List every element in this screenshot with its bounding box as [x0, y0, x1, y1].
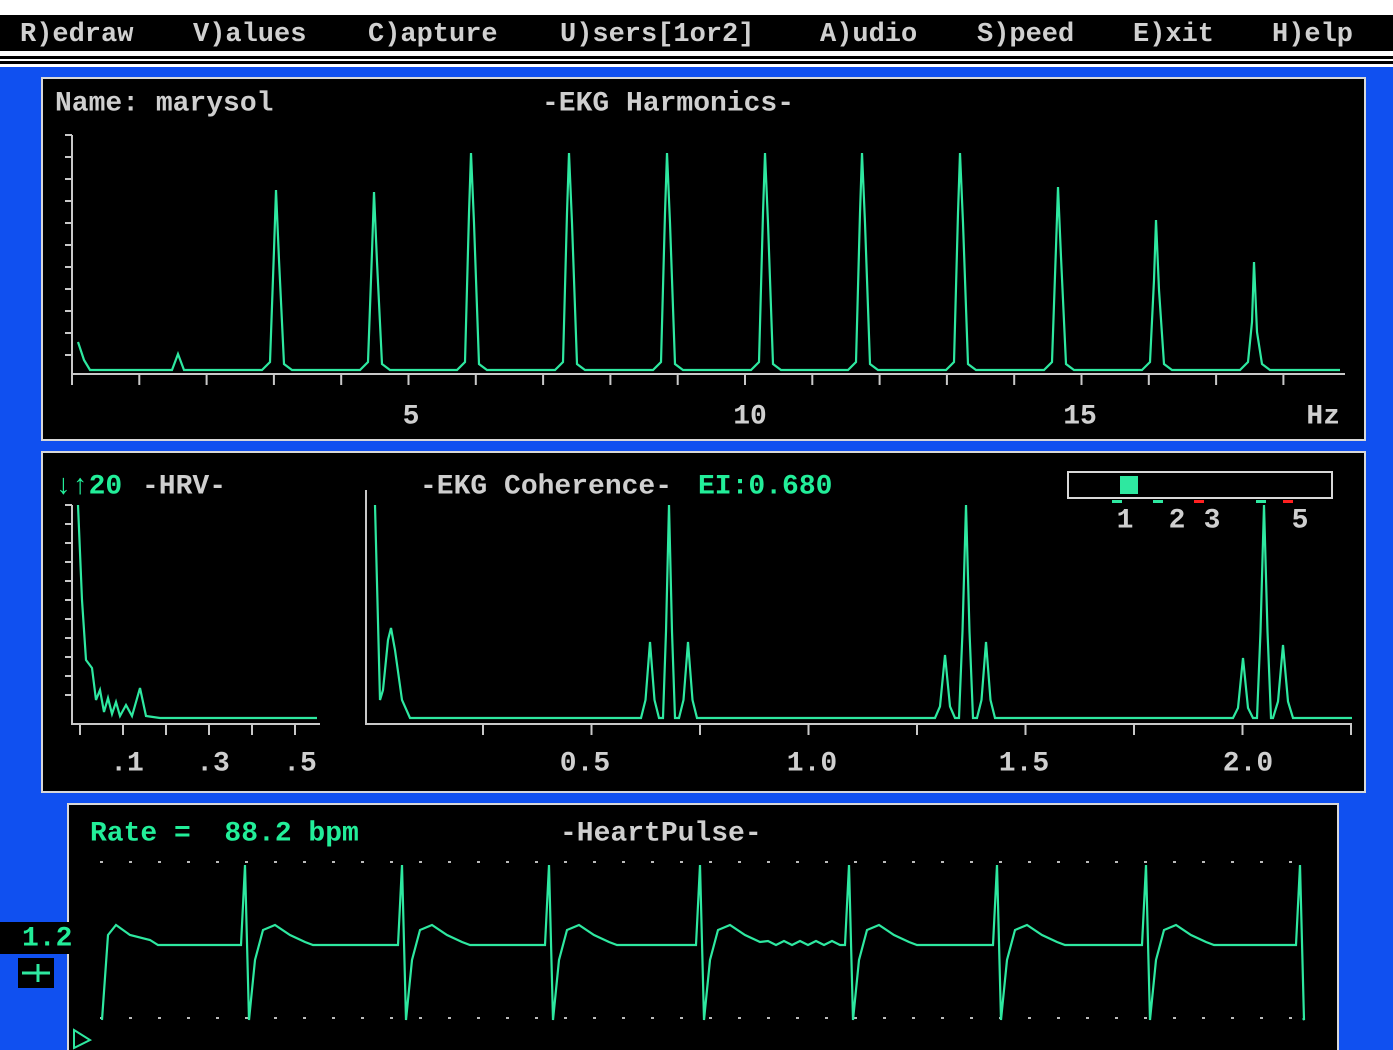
menu-item[interactable]: E)xit — [1133, 20, 1214, 50]
scale-box — [0, 922, 70, 954]
name-label: Name: marysol — [55, 88, 273, 119]
coherence-panel — [41, 451, 1366, 793]
marker — [1194, 500, 1204, 503]
marker — [1256, 500, 1266, 503]
play-icon — [73, 1028, 93, 1050]
menu-item[interactable]: A)udio — [820, 20, 917, 50]
x-tick-label: .5 — [283, 748, 317, 779]
axis-unit: Hz — [1306, 401, 1340, 432]
menu-bar — [0, 15, 1393, 51]
coherence-trace — [373, 504, 1352, 720]
hrv-trace — [76, 504, 317, 720]
marker — [1153, 500, 1163, 503]
axis — [71, 505, 320, 725]
hrv-scale: ↓↑20 — [55, 471, 122, 502]
marker — [1112, 500, 1122, 503]
ei-value: EI:0.680 — [698, 471, 832, 502]
ticks — [482, 724, 1352, 735]
traces — [65, 134, 1352, 1021]
menu-item[interactable]: S)peed — [977, 20, 1074, 50]
panel-title: -HRV- — [142, 471, 226, 502]
menu-item[interactable]: U)sers[1or2] — [560, 20, 754, 50]
scale-value[interactable]: 1.2 — [22, 923, 72, 954]
x-tick-label: .3 — [196, 748, 230, 779]
scale-icon — [22, 964, 50, 982]
x-tick-label: 0.5 — [560, 748, 610, 779]
harmonics-trace — [76, 152, 1340, 372]
x-tick-label: .1 — [110, 748, 144, 779]
pulse-trace — [100, 864, 1306, 1021]
heart-rate: Rate = 88.2 bpm — [90, 818, 359, 849]
ticks — [65, 504, 296, 735]
legend-label: 1 — [1117, 505, 1134, 536]
marker — [1283, 500, 1293, 503]
rule — [0, 56, 1393, 59]
legend-label: 2 — [1169, 505, 1186, 536]
menu-item[interactable]: C)apture — [368, 20, 498, 50]
panel-title: -HeartPulse- — [560, 818, 762, 849]
level-indicator — [1120, 476, 1138, 494]
menu-item[interactable]: R)edraw — [20, 20, 134, 50]
ticks — [65, 134, 1285, 385]
x-tick-label: 1.5 — [999, 748, 1049, 779]
legend-label: 3 — [1204, 505, 1221, 536]
legend-box — [1067, 471, 1333, 499]
x-tick-label: 5 — [403, 401, 420, 432]
axis — [365, 490, 1352, 725]
legend-label: 5 — [1292, 505, 1309, 536]
panel-title: -EKG Coherence- — [420, 471, 672, 502]
x-tick-label: 15 — [1063, 401, 1097, 432]
x-tick-label: 10 — [733, 401, 767, 432]
menu-item[interactable]: H)elp — [1272, 20, 1353, 50]
x-tick-label: 1.0 — [787, 748, 837, 779]
menu-item[interactable]: V)alues — [193, 20, 306, 50]
harmonics-panel — [41, 77, 1366, 441]
panel-title: -EKG Harmonics- — [542, 88, 794, 119]
rule — [0, 61, 1393, 64]
x-tick-label: 2.0 — [1223, 748, 1273, 779]
